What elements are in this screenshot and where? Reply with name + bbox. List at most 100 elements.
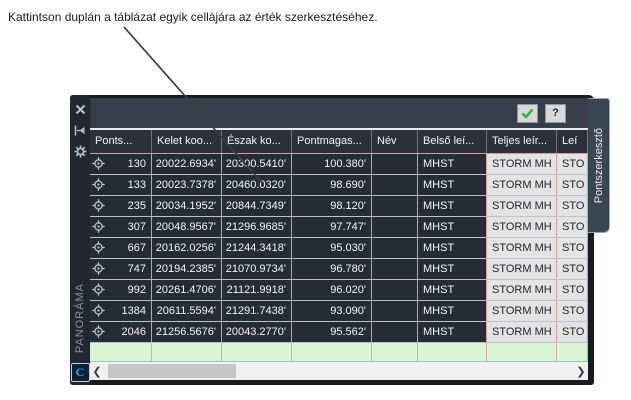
cell-teljes[interactable]: STORM MH: [487, 279, 557, 300]
cell-teljes[interactable]: STORM MH: [487, 300, 557, 321]
cell-lei[interactable]: STO: [557, 300, 588, 321]
cell-belso[interactable]: MHST: [418, 237, 487, 258]
cell-magas[interactable]: 95.562': [292, 321, 372, 342]
cell-lei[interactable]: STO: [557, 321, 588, 342]
cell-nev[interactable]: [372, 153, 418, 174]
cell-lei[interactable]: STO: [557, 237, 588, 258]
cell-lei[interactable]: STO: [557, 279, 588, 300]
cell-kelet[interactable]: 21256.5676': [152, 321, 222, 342]
column-header-belso[interactable]: Belső leí...: [418, 130, 487, 153]
scroll-track[interactable]: [104, 362, 574, 380]
tab-pontszerkeszto[interactable]: Pontszerkesztő: [588, 98, 610, 233]
help-button[interactable]: ?: [545, 103, 566, 123]
cell-pont[interactable]: 307: [90, 216, 152, 237]
cell-eszak[interactable]: 20043.2770': [222, 321, 292, 342]
auto-hide-pin-icon[interactable]: [73, 123, 87, 137]
cell-magas[interactable]: 98.120': [292, 195, 372, 216]
cell-belso[interactable]: MHST: [418, 321, 487, 342]
cell-lei[interactable]: STO: [557, 216, 588, 237]
horizontal-scrollbar[interactable]: ❮ ❯: [90, 362, 588, 380]
column-header-kelet[interactable]: Kelet koo...: [152, 130, 222, 153]
new-row-cell-eszak[interactable]: [222, 342, 292, 361]
new-row-cell-lei[interactable]: [557, 342, 588, 361]
cell-pont[interactable]: 1384: [90, 300, 152, 321]
column-header-magas[interactable]: Pontmagas...: [292, 130, 372, 153]
cell-kelet[interactable]: 20034.1952': [152, 195, 222, 216]
cell-belso[interactable]: MHST: [418, 153, 487, 174]
cell-pont[interactable]: 235: [90, 195, 152, 216]
cell-eszak[interactable]: 21244.3418': [222, 237, 292, 258]
cell-magas[interactable]: 95.030': [292, 237, 372, 258]
column-header-eszak[interactable]: Észak ko...: [222, 130, 292, 153]
cell-magas[interactable]: 93.090': [292, 300, 372, 321]
column-header-teljes[interactable]: Teljes leír...: [487, 130, 557, 153]
cell-nev[interactable]: [372, 174, 418, 195]
cell-teljes[interactable]: STORM MH: [487, 258, 557, 279]
column-header-nev[interactable]: Név: [372, 130, 418, 153]
cell-pont[interactable]: 2046: [90, 321, 152, 342]
new-row-cell-magas[interactable]: [292, 342, 372, 361]
cell-eszak[interactable]: 20844.7349': [222, 195, 292, 216]
cell-teljes[interactable]: STORM MH: [487, 195, 557, 216]
cell-nev[interactable]: [372, 321, 418, 342]
cell-magas[interactable]: 100.380': [292, 153, 372, 174]
civil3d-logo[interactable]: C: [70, 363, 90, 382]
cell-belso[interactable]: MHST: [418, 195, 487, 216]
cell-pont[interactable]: 992: [90, 279, 152, 300]
cell-lei[interactable]: STO: [557, 258, 588, 279]
cell-eszak[interactable]: 21121.9918': [222, 279, 292, 300]
new-row-cell-teljes[interactable]: [487, 342, 557, 361]
cell-magas[interactable]: 96.020': [292, 279, 372, 300]
cell-kelet[interactable]: 20048.9567': [152, 216, 222, 237]
cell-teljes[interactable]: STORM MH: [487, 321, 557, 342]
new-row-cell-pont[interactable]: [90, 342, 152, 361]
cell-teljes[interactable]: STORM MH: [487, 237, 557, 258]
cell-kelet[interactable]: 20611.5594': [152, 300, 222, 321]
cell-teljes[interactable]: STORM MH: [487, 216, 557, 237]
cell-lei[interactable]: STO: [557, 195, 588, 216]
close-icon[interactable]: [73, 102, 87, 116]
cell-eszak[interactable]: 21070.9734': [222, 258, 292, 279]
scroll-right-arrow[interactable]: ❯: [576, 365, 586, 378]
new-row[interactable]: [90, 342, 588, 362]
cell-lei[interactable]: STO: [557, 153, 588, 174]
new-row-cell-kelet[interactable]: [152, 342, 222, 361]
cell-magas[interactable]: 98.690': [292, 174, 372, 195]
new-row-cell-belso[interactable]: [418, 342, 487, 361]
cell-teljes[interactable]: STORM MH: [487, 174, 557, 195]
cell-nev[interactable]: [372, 195, 418, 216]
cell-eszak[interactable]: 21296.9685': [222, 216, 292, 237]
new-row-cell-nev[interactable]: [372, 342, 418, 361]
cell-eszak[interactable]: 20460.0320': [222, 174, 292, 195]
cell-magas[interactable]: 97.747': [292, 216, 372, 237]
column-header-lei[interactable]: Leí: [557, 130, 588, 153]
cell-teljes[interactable]: STORM MH: [487, 153, 557, 174]
cell-belso[interactable]: MHST: [418, 279, 487, 300]
cell-belso[interactable]: MHST: [418, 300, 487, 321]
cell-nev[interactable]: [372, 300, 418, 321]
cell-belso[interactable]: MHST: [418, 258, 487, 279]
gear-icon[interactable]: [73, 144, 87, 158]
cell-nev[interactable]: [372, 237, 418, 258]
column-header-pont[interactable]: Ponts...: [90, 130, 152, 153]
cell-belso[interactable]: MHST: [418, 216, 487, 237]
scroll-left-arrow[interactable]: ❮: [92, 365, 102, 378]
apply-check-button[interactable]: [517, 103, 538, 123]
cell-kelet[interactable]: 20194.2385': [152, 258, 222, 279]
cell-belso[interactable]: MHST: [418, 174, 487, 195]
cell-nev[interactable]: [372, 216, 418, 237]
cell-pont[interactable]: 667: [90, 237, 152, 258]
cell-kelet[interactable]: 20023.7378': [152, 174, 222, 195]
cell-pont[interactable]: 747: [90, 258, 152, 279]
cell-lei[interactable]: STO: [557, 174, 588, 195]
cell-eszak[interactable]: 20300.5410': [222, 153, 292, 174]
cell-pont[interactable]: 133: [90, 174, 152, 195]
cell-kelet[interactable]: 20022.6934': [152, 153, 222, 174]
cell-pont[interactable]: 130: [90, 153, 152, 174]
scroll-thumb[interactable]: [108, 364, 236, 378]
cell-nev[interactable]: [372, 258, 418, 279]
cell-kelet[interactable]: 20162.0256': [152, 237, 222, 258]
cell-magas[interactable]: 96.780': [292, 258, 372, 279]
cell-eszak[interactable]: 21291.7438': [222, 300, 292, 321]
cell-kelet[interactable]: 20261.4706': [152, 279, 222, 300]
